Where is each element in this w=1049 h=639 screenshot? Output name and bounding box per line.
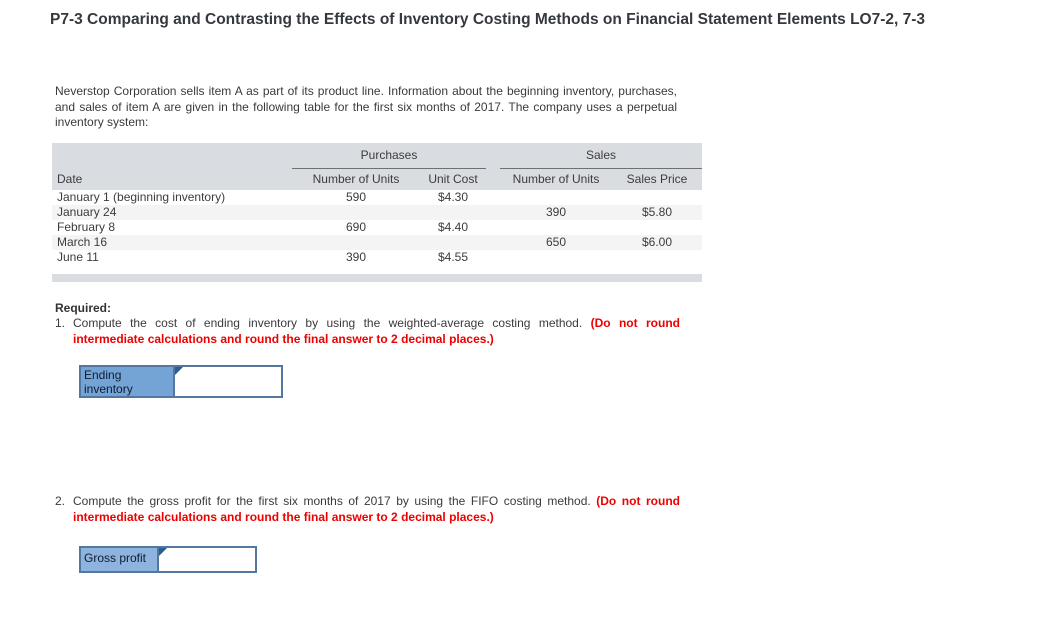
item-text: Compute the cost of ending inventory by … (73, 316, 591, 330)
cell-purchase-units: 590 (345, 190, 367, 204)
answer-marker-icon (175, 367, 183, 375)
table-group-header-row: Purchases Sales (52, 143, 703, 169)
cell-gap (486, 250, 500, 265)
item-emphasis: (Do not round intermediate calculations … (73, 316, 680, 346)
cell-gap (486, 205, 500, 220)
col-header-date: Date (52, 168, 292, 190)
required-item-2: 2. Compute the gross profit for the first… (55, 494, 680, 525)
empty-header-cell (52, 143, 292, 168)
cell-sales-units (500, 190, 612, 205)
table-row: February 8 690 $4.40 (52, 220, 702, 235)
gross-profit-label: Gross profit (81, 548, 157, 571)
table-footer-bar (52, 274, 703, 282)
purchases-group-header: Purchases (292, 143, 487, 169)
cell-gap (486, 190, 500, 205)
cell-sales-price (612, 250, 702, 265)
gap-header-cell (486, 168, 501, 190)
cell-unit-cost (420, 205, 486, 220)
ending-inventory-input[interactable] (175, 367, 281, 396)
required-heading: Required: (55, 301, 112, 315)
cell-date: February 8 (57, 220, 116, 234)
col-header-purchase-units: Number of Units (292, 168, 420, 190)
gross-profit-input-box[interactable] (159, 548, 255, 571)
col-header-sales-price: Sales Price (612, 168, 703, 190)
cell-gap (486, 220, 500, 235)
cell-sales-price: $6.00 (642, 235, 673, 249)
sales-group-header: Sales (500, 143, 703, 169)
ending-inventory-answer-group: Ending inventory (79, 365, 283, 398)
cell-sales-price (612, 220, 702, 235)
ending-inventory-label: Ending inventory (81, 367, 173, 396)
cell-sales-price: $5.80 (642, 205, 673, 219)
cell-unit-cost (420, 235, 486, 250)
cell-purchase-units: 690 (345, 220, 367, 234)
gap-header-cell (486, 143, 501, 168)
table-row: January 24 390 $5.80 (52, 205, 703, 220)
cell-sales-units: 390 (546, 205, 567, 219)
cell-purchase-units: 390 (345, 250, 367, 264)
cell-sales-units (500, 250, 612, 265)
col-header-sales-units: Number of Units (500, 168, 613, 190)
item-emphasis: (Do not round intermediate calculations … (73, 494, 681, 524)
cell-unit-cost: $4.55 (437, 250, 469, 264)
cell-purchase-units (292, 205, 420, 220)
table-row: January 1 (beginning inventory) 590 $4.3… (52, 190, 702, 205)
item-number: 2. (55, 494, 66, 508)
cell-sales-units (500, 220, 612, 235)
cell-date: June 11 (57, 250, 99, 264)
cell-sales-price (612, 190, 702, 205)
inventory-table: Purchases Sales Date Number of Units Uni… (52, 143, 703, 282)
item-number: 1. (55, 316, 66, 330)
table-row: June 11 390 $4.55 (52, 250, 702, 265)
problem-title: P7-3 Comparing and Contrasting the Effec… (50, 11, 926, 28)
gross-profit-input[interactable] (159, 548, 255, 571)
cell-date: January 24 (57, 205, 117, 219)
cell-date: January 1 (beginning inventory) (57, 190, 226, 204)
cell-unit-cost: $4.40 (437, 220, 469, 234)
cell-unit-cost: $4.30 (437, 190, 469, 204)
col-header-unit-cost: Unit Cost (420, 168, 487, 190)
intro-paragraph: Neverstop Corporation sells item A as pa… (55, 84, 677, 129)
cell-date: March 16 (57, 235, 108, 249)
cell-gap (486, 235, 500, 250)
answer-marker-icon (159, 548, 167, 556)
ending-inventory-input-box[interactable] (175, 367, 281, 396)
table-column-header-row: Date Number of Units Unit Cost Number of… (52, 168, 703, 190)
item-text: Compute the gross profit for the first s… (73, 494, 597, 508)
required-item-1: 1. Compute the cost of ending inventory b… (55, 316, 680, 347)
table-spacer (52, 265, 703, 274)
cell-sales-units: 650 (546, 235, 567, 249)
cell-purchase-units (292, 235, 420, 250)
gross-profit-answer-group: Gross profit (79, 546, 257, 573)
table-row: March 16 650 $6.00 (52, 235, 703, 250)
